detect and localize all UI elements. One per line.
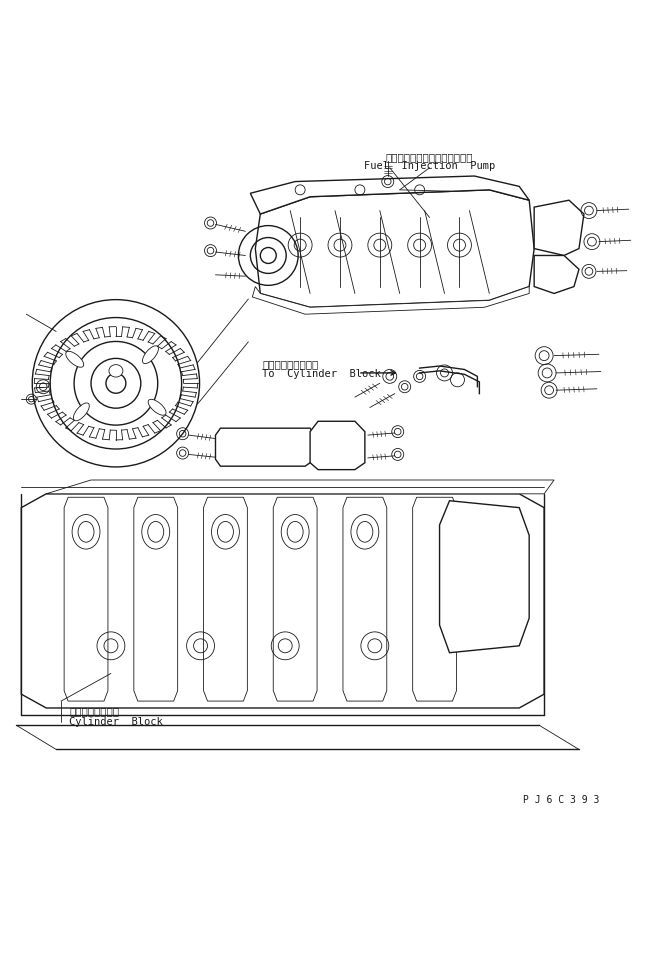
Ellipse shape [281, 515, 309, 549]
Ellipse shape [73, 403, 89, 420]
Ellipse shape [287, 521, 303, 542]
Polygon shape [534, 201, 584, 255]
Text: Fuel  Injection  Pump: Fuel Injection Pump [364, 160, 496, 171]
Polygon shape [273, 497, 317, 701]
Polygon shape [440, 501, 529, 653]
Ellipse shape [78, 521, 94, 542]
Polygon shape [534, 255, 579, 294]
Polygon shape [250, 176, 529, 214]
Polygon shape [204, 497, 247, 701]
Polygon shape [216, 428, 315, 467]
Text: シリンダブロック: シリンダブロック [69, 707, 119, 716]
Ellipse shape [218, 521, 233, 542]
Ellipse shape [212, 515, 239, 549]
Ellipse shape [72, 515, 100, 549]
Polygon shape [252, 287, 529, 314]
Ellipse shape [143, 346, 159, 364]
Text: シリンダブロックへ: シリンダブロックへ [262, 359, 318, 369]
Text: P J 6 C 3 9 3: P J 6 C 3 9 3 [523, 795, 599, 804]
Ellipse shape [351, 515, 379, 549]
Polygon shape [46, 480, 554, 493]
Polygon shape [255, 190, 534, 307]
Ellipse shape [66, 351, 84, 368]
Text: To  Cylinder  Block: To Cylinder Block [262, 370, 381, 379]
Polygon shape [21, 493, 544, 708]
Ellipse shape [142, 515, 170, 549]
Polygon shape [310, 421, 365, 469]
Polygon shape [343, 497, 387, 701]
Ellipse shape [109, 365, 123, 377]
Ellipse shape [357, 521, 373, 542]
Polygon shape [64, 497, 108, 701]
Text: フェルインジェクションポンプ: フェルインジェクションポンプ [386, 152, 474, 161]
Text: Cylinder  Block: Cylinder Block [69, 717, 163, 727]
Polygon shape [134, 497, 178, 701]
Polygon shape [413, 497, 456, 701]
Ellipse shape [148, 521, 164, 542]
Ellipse shape [148, 399, 166, 416]
